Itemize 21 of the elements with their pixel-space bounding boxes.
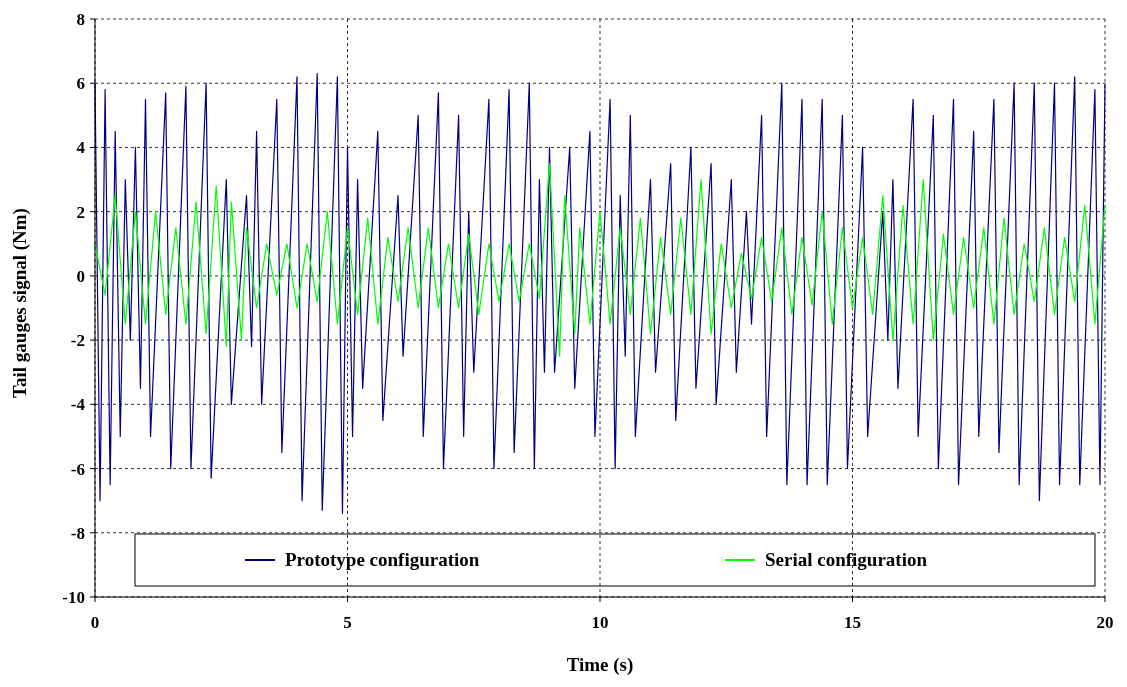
x-tick-label: 0 — [90, 613, 100, 632]
y-tick-label: -2 — [70, 331, 85, 351]
y-tick-label: 0 — [76, 266, 85, 286]
y-tick-label: 4 — [76, 138, 86, 158]
legend-label: Serial configuration — [765, 549, 928, 570]
y-tick-label: 2 — [76, 202, 85, 222]
y-tick-label: 6 — [76, 74, 85, 94]
x-tick-label: 10 — [591, 613, 609, 632]
y-tick-label: -8 — [70, 523, 85, 543]
y-tick-label: -4 — [70, 395, 86, 415]
legend-label: Prototype configuration — [285, 549, 480, 570]
y-tick-label: -10 — [62, 587, 85, 607]
x-tick-label: 20 — [1096, 613, 1114, 632]
x-axis-title: Time (s) — [566, 654, 634, 676]
x-tick-label: 5 — [343, 613, 352, 632]
line-series — [94, 72, 1106, 515]
y-tick-label: -6 — [70, 459, 85, 479]
line-series — [94, 162, 1106, 357]
y-axis-title: Tail gauges signal (Nm) — [9, 208, 31, 398]
y-tick-label: 8 — [76, 9, 85, 29]
x-tick-label: 15 — [844, 613, 861, 632]
